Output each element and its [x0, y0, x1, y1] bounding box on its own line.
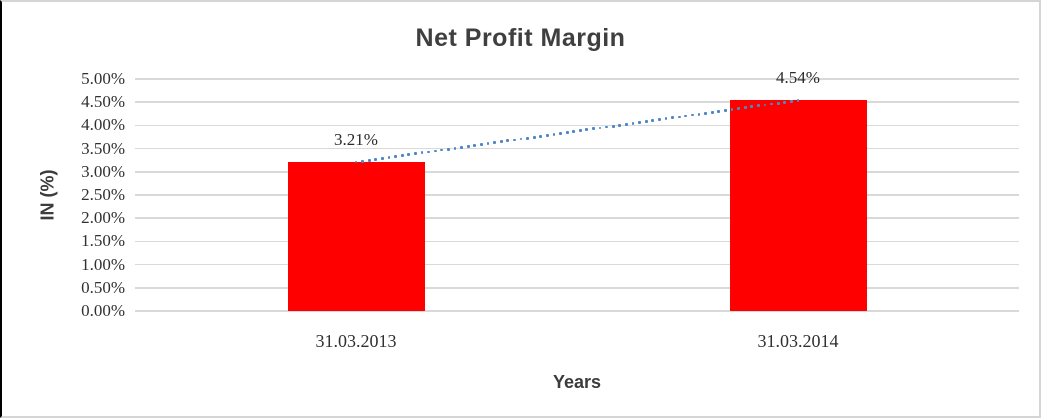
trendline-dot	[380, 156, 384, 160]
trendline-dot	[433, 149, 437, 153]
trendline-dot	[757, 104, 760, 108]
trendline-dot	[605, 125, 609, 129]
trendline-dot	[387, 156, 391, 159]
x-tick-label: 31.03.2014	[757, 331, 839, 351]
trendline-dot	[552, 133, 556, 136]
trendline-dot	[407, 153, 411, 157]
trendline-dot	[737, 107, 741, 111]
trendline-dot	[796, 98, 800, 102]
trendline-dot	[479, 143, 483, 146]
trendline-dot	[427, 150, 430, 154]
trendline-dot	[354, 160, 358, 164]
x-tick-label: 31.03.2013	[315, 331, 397, 351]
trendline-dot	[545, 133, 549, 137]
gridline	[135, 217, 1019, 219]
trendline-dot	[776, 101, 780, 105]
trendline-dot	[532, 135, 536, 139]
trendline-dot	[394, 155, 397, 158]
trendline-dot	[710, 110, 714, 114]
trendline-dot	[730, 108, 734, 111]
trendline-dot	[625, 122, 628, 126]
trendline-dot	[512, 138, 516, 142]
bar-value-label: 4.54%	[776, 68, 820, 88]
trendline-dot	[585, 128, 589, 132]
y-tick-label: 1.50%	[81, 231, 125, 251]
y-tick-label: 0.00%	[81, 301, 125, 320]
trendline-dot	[743, 106, 747, 110]
trendline-dot	[691, 113, 694, 117]
trendline-dot	[559, 132, 562, 135]
trendline-dot	[592, 127, 595, 131]
trendline-dot	[783, 100, 787, 104]
trendline-dot	[638, 121, 642, 124]
trendline-dot	[526, 136, 529, 140]
trendline-dot	[790, 99, 793, 103]
y-tick-label: 5.00%	[81, 69, 125, 88]
trendline-dot	[565, 131, 569, 134]
trendline-dot	[519, 137, 523, 141]
trendline-dot	[493, 141, 496, 145]
trendline-dot	[400, 154, 404, 157]
trendline-dot	[684, 114, 688, 118]
y-tick-label: 2.00%	[81, 208, 125, 228]
trendline-dot	[704, 111, 708, 115]
gridline	[135, 263, 1019, 266]
trendline-dot	[361, 159, 364, 163]
trendline-dot	[598, 126, 602, 130]
trendline-dot	[486, 142, 490, 146]
y-tick-label: 0.50%	[81, 277, 125, 297]
trendline-dot	[770, 102, 773, 106]
trendline-dot	[539, 134, 543, 138]
y-tick-label: 3.50%	[81, 138, 125, 158]
bar-value-label: 3.21%	[334, 130, 378, 150]
trendline-dot	[671, 116, 675, 120]
gridline	[135, 287, 1019, 289]
trendline-dot	[367, 158, 371, 162]
bar	[729, 100, 867, 311]
trendline-dot	[677, 115, 681, 119]
gridline	[135, 124, 1019, 127]
chart-title: Net Profit Margin	[415, 24, 626, 52]
trendline-dot	[506, 139, 510, 143]
x-axis-title: Years	[552, 372, 602, 392]
trendline-dot	[440, 148, 444, 152]
y-tick-label: 1.00%	[81, 254, 125, 274]
gridline	[135, 147, 1019, 150]
trendline-dot	[697, 112, 701, 116]
trendline-dot	[664, 117, 668, 121]
trendline-dot	[460, 145, 463, 149]
gridline	[135, 171, 1019, 173]
y-tick-label: 2.50%	[81, 185, 125, 204]
trendline-dot	[453, 146, 457, 150]
trendline-dot	[578, 129, 582, 133]
trendline-dot	[763, 103, 767, 107]
trendline-dot	[572, 130, 576, 134]
bar	[287, 162, 425, 311]
gridline	[135, 78, 1019, 80]
trendline-dot	[651, 119, 655, 122]
gridline	[135, 101, 1019, 103]
y-tick-label: 3.00%	[81, 161, 125, 181]
trendline-dot	[413, 152, 417, 156]
trendline-dot	[611, 124, 615, 128]
gridline	[135, 310, 1019, 312]
trendline-dot	[374, 157, 378, 161]
trendline-dot	[717, 109, 721, 113]
y-tick-label: 4.00%	[81, 115, 125, 135]
trendline-dot	[473, 144, 477, 147]
trendline-dot	[644, 120, 648, 123]
trendline-dot	[446, 147, 450, 151]
trendline-dot	[724, 109, 727, 112]
trendline-dot	[466, 144, 470, 148]
gridline	[135, 194, 1019, 196]
gridline	[135, 240, 1019, 243]
trendline-dot	[658, 118, 661, 122]
trendline-dot	[499, 140, 503, 144]
trendline-dot	[750, 105, 754, 109]
trendline-dot	[618, 123, 622, 127]
trendline-dot	[420, 151, 424, 155]
y-tick-label: 4.50%	[81, 92, 125, 112]
trendline-dot	[631, 121, 635, 125]
